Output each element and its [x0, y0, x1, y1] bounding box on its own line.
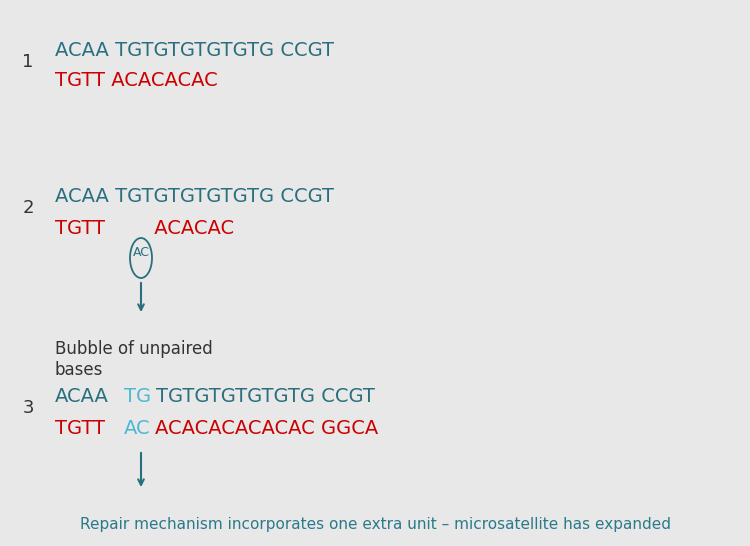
Text: TGTGTGTGTGTG CCGT: TGTGTGTGTGTG CCGT	[156, 387, 375, 406]
Text: 2: 2	[22, 199, 34, 217]
Text: ACACACACACAC GGCA: ACACACACACAC GGCA	[155, 418, 378, 437]
Text: 1: 1	[22, 53, 34, 71]
Text: TGTT ACACACAC: TGTT ACACACAC	[55, 70, 217, 90]
Text: 3: 3	[22, 399, 34, 417]
Text: AC: AC	[133, 246, 149, 258]
Text: TGTT: TGTT	[55, 418, 105, 437]
Text: TG: TG	[124, 387, 151, 406]
Text: Bubble of unpaired
bases: Bubble of unpaired bases	[55, 340, 213, 379]
Text: ACAA TGTGTGTGTGTG CCGT: ACAA TGTGTGTGTGTG CCGT	[55, 187, 334, 205]
Text: TGTT: TGTT	[55, 218, 105, 238]
Text: ACAA: ACAA	[55, 387, 109, 406]
Text: AC: AC	[124, 418, 151, 437]
Text: Repair mechanism incorporates one extra unit – microsatellite has expanded: Repair mechanism incorporates one extra …	[80, 517, 670, 531]
Text: ACAA TGTGTGTGTGTG CCGT: ACAA TGTGTGTGTGTG CCGT	[55, 40, 334, 60]
Text: ACACAC: ACACAC	[148, 218, 234, 238]
